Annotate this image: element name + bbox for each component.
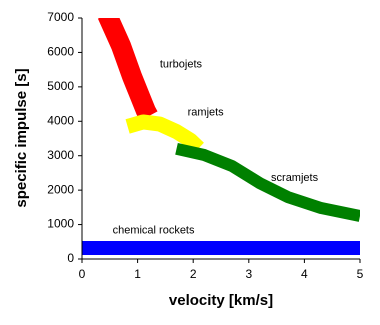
series-band [97, 18, 158, 121]
y-tick-label: 7000 [47, 10, 74, 24]
x-axis-title: velocity [km/s] [169, 292, 273, 309]
x-tick-label: 5 [357, 267, 364, 281]
y-tick-label: 1000 [47, 217, 74, 231]
y-tick-label: 6000 [47, 45, 74, 59]
y-tick-label: 3000 [47, 148, 74, 162]
y-tick-label: 4000 [47, 113, 74, 127]
y-tick-label: 2000 [47, 182, 74, 196]
x-tick-label: 3 [245, 267, 252, 281]
series-label: ramjets [188, 107, 225, 119]
y-tick-label: 5000 [47, 79, 74, 93]
series-band [175, 142, 360, 222]
x-tick-label: 1 [134, 267, 141, 281]
y-tick-label: 0 [67, 251, 74, 265]
series-label: turbojets [160, 58, 203, 70]
series-band [125, 114, 204, 154]
x-tick-label: 2 [190, 267, 197, 281]
series-label: chemical rockets [113, 225, 195, 237]
x-tick-label: 0 [79, 267, 86, 281]
x-tick-label: 4 [301, 267, 308, 281]
series-label: scramjets [271, 172, 319, 184]
y-axis-title: specific impulse [s] [13, 68, 30, 207]
